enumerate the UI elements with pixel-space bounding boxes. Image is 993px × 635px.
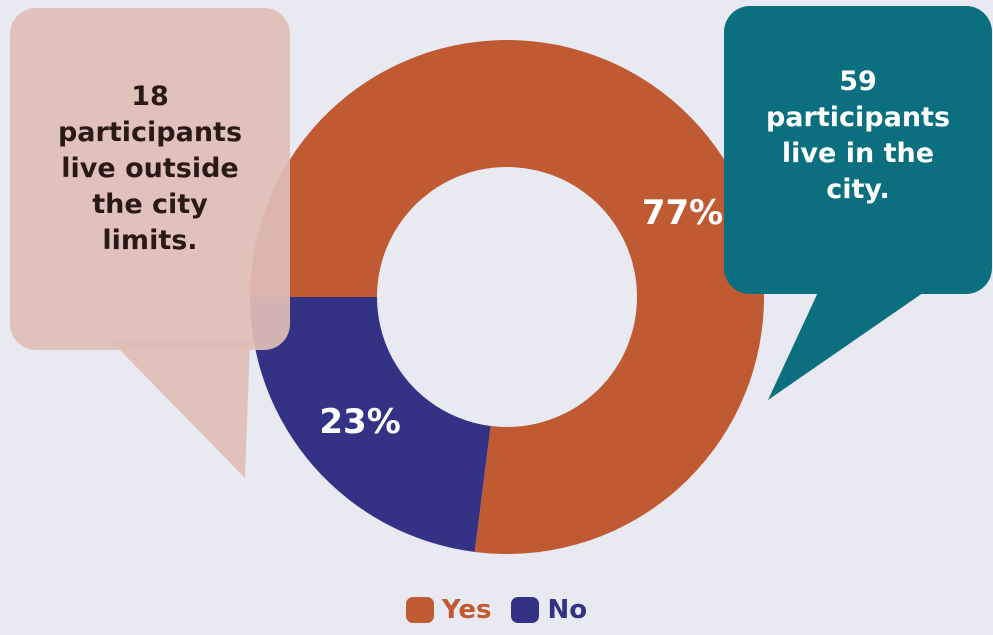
chart-legend: Yes No [0, 595, 993, 625]
legend-item-no: No [511, 595, 587, 625]
donut-slice-yes [250, 39, 764, 555]
data-label-no: 23% [319, 402, 400, 442]
callout-right-line-2: participants [765, 102, 951, 133]
data-label-yes: 77% [642, 193, 723, 233]
callout-right-line-1: 59 [839, 66, 877, 97]
legend-label-yes: Yes [441, 595, 492, 625]
callout-right-line-4: city. [826, 174, 890, 205]
legend-item-yes: Yes [405, 595, 492, 625]
callout-left-line-3: live outside [61, 153, 239, 184]
callout-in-city: 59 participants live in the city. [724, 6, 992, 294]
callout-left-line-5: limits. [102, 225, 198, 256]
callout-left-line-1: 18 [131, 81, 169, 112]
callout-left-line-4: the city [92, 189, 208, 220]
callout-outside-city: 18 participants live outside the city li… [10, 8, 290, 350]
callout-left-tail [110, 340, 250, 478]
donut-slice-no [250, 297, 491, 552]
callout-right-tail [768, 288, 930, 400]
legend-swatch-no [511, 597, 540, 623]
legend-swatch-yes [405, 597, 434, 623]
callout-left-line-2: participants [57, 117, 243, 148]
legend-label-no: No [547, 595, 588, 625]
callout-right-line-3: live in the [781, 138, 935, 169]
